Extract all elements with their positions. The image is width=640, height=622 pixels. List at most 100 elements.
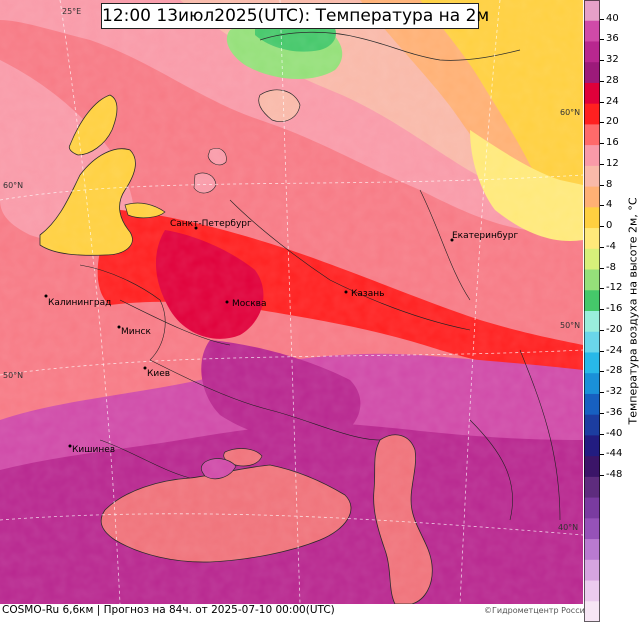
colorbar [584,0,600,622]
colorbar-tick-mark [600,163,604,165]
colorbar-tick-label: -4 [606,240,616,252]
colorbar-tick-mark [600,309,604,310]
colorbar-swatch [584,414,600,436]
colorbar-tick-label: -36 [606,406,623,418]
colorbar-tick-mark [600,454,604,456]
city-yekaterinburg: Екатеринбург [450,231,518,242]
colorbar-tick-label: -32 [606,386,623,397]
colorbar-tick-label: 16 [606,137,619,148]
svg-text:Киев: Киев [147,369,170,379]
colorbar-tick-label: -44 [606,448,623,460]
colorbar-tick-label: 0 [606,220,613,231]
colorbar-tick-label: 24 [606,95,619,107]
grid-label-60n-east: 60°N [560,108,580,117]
colorbar-tick-label: -48 [606,469,623,480]
colorbar-tick-mark [600,226,604,227]
city-moscow: Москва [225,299,266,309]
colorbar-tick-mark [600,122,604,124]
city-kiev: Киев [143,366,170,379]
colorbar-tick-mark [600,371,604,373]
colorbar-tick-label: 12 [606,157,619,169]
colorbar-tick-mark [600,143,604,144]
colorbar-tick-mark [600,433,604,435]
colorbar-swatch [584,476,600,499]
svg-text:Екатеринбург: Екатеринбург [452,231,518,241]
colorbar-swatch [584,186,600,208]
colorbar-tick-label: -16 [606,303,623,314]
colorbar-swatch [584,559,600,582]
colorbar-tick-mark [600,60,604,61]
colorbar-swatch [584,518,600,540]
colorbar-ticks: 40 36 32 28 24 20 16 12 8 4 0 -4 -8 -12 -16 -20 -24 -28 -3… [600,0,626,622]
city-chisinau: Кишинев [68,444,115,455]
grid-label-50n-east: 50°N [560,321,580,330]
colorbar-tick-mark [600,184,604,186]
grid-label-40n: 40°N [558,523,578,532]
colorbar-swatch [584,539,600,561]
city-minsk: Минск [117,325,151,337]
svg-text:Минск: Минск [121,327,151,337]
colorbar-swatch [584,82,600,105]
colorbar-tick-label: -8 [606,261,616,273]
grid-label-60n-west: 60°N [3,181,23,190]
colorbar-tick-label: -12 [606,282,623,294]
colorbar-tick-mark [600,412,604,414]
colorbar-tick-mark [600,267,604,269]
colorbar-tick-label: 40 [606,12,619,24]
colorbar-swatch [584,0,600,22]
colorbar-swatch [584,124,600,146]
colorbar-swatch [584,456,600,478]
colorbar-swatch [584,435,600,457]
colorbar-tick-label: -28 [606,365,623,377]
colorbar-tick-mark [600,350,604,352]
svg-text:Казань: Казань [351,289,384,299]
map-title: 12:00 13июл2025(UTC): Температура на 2м [101,3,489,29]
colorbar-tick-mark [600,101,604,103]
city-kaliningrad: Калининград [44,294,111,308]
forecast-map: 25°E 60°N 60°N 50°N 50°N 40°N Санкт-Пете… [0,0,583,604]
colorbar-swatch [584,352,600,374]
svg-text:Санкт-Петербург: Санкт-Петербург [170,219,252,229]
city-spb: Санкт-Петербург [170,219,252,230]
colorbar-swatch [584,373,600,395]
colorbar-swatch [584,228,600,250]
colorbar-tick-mark [600,329,604,331]
colorbar-tick-mark [600,392,604,393]
colorbar-tick-label: 20 [606,116,619,128]
colorbar-swatch [584,601,600,622]
colorbar-tick-mark [600,80,604,82]
colorbar-swatch [584,331,600,353]
colorbar-swatch [584,145,600,167]
colorbar-swatch [584,311,600,333]
svg-text:Калининград: Калининград [48,298,111,308]
svg-text:Кишинев: Кишинев [72,445,115,455]
model-footer: COSMO-Ru 6,6км | Прогноз на 84ч. от 2025… [2,604,335,616]
grid-label-25e: 25°E [62,7,81,16]
colorbar-swatch [584,497,600,519]
colorbar-swatch [584,393,600,416]
colorbar-tick-mark [600,205,604,207]
colorbar-tick-label: -24 [606,344,623,356]
colorbar-swatch [584,41,600,63]
colorbar-swatch [584,62,600,84]
colorbar-tick-mark [600,288,604,290]
colorbar-tick-label: 28 [606,74,619,86]
city-kazan: Казань [344,289,384,299]
graticule [0,0,583,604]
colorbar-label-text: Температура воздуха на высоте 2м, °С [626,197,639,425]
colorbar-tick-label: 8 [606,178,613,190]
colorbar-swatch [584,580,600,602]
colorbar-swatch [584,207,600,229]
colorbar-tick-mark [600,18,604,20]
colorbar-tick-mark [600,246,604,248]
grid-label-50n-west: 50°N [3,371,23,380]
colorbar-tick-label: 32 [606,54,619,65]
colorbar-tick-mark [600,475,604,476]
colorbar-tick-label: -40 [606,427,623,439]
colorbar-tick-label: 36 [606,33,619,45]
copyright-footer: ©Гидрометцентр России [484,606,590,615]
colorbar-swatch [584,165,600,188]
svg-text:Москва: Москва [232,299,266,309]
colorbar-swatch [584,103,600,125]
colorbar-swatch [584,248,600,271]
